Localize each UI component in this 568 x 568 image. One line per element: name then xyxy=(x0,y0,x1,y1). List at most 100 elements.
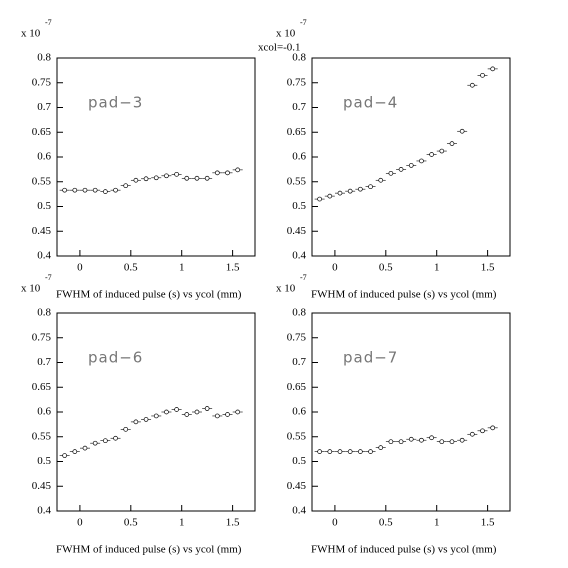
x-axis-title: FWHM of induced pulse (s) vs ycol (mm) xyxy=(311,544,497,556)
x-axis-title: FWHM of induced pulse (s) vs ycol (mm) xyxy=(56,544,242,556)
y-tick-label: 0.4 xyxy=(292,250,306,262)
point xyxy=(327,193,333,199)
y-tick-label: 0.4 xyxy=(37,505,51,517)
point xyxy=(143,417,149,422)
point xyxy=(225,170,230,176)
y-tick-label: 0.45 xyxy=(32,480,52,492)
axis-exponent: -7 xyxy=(45,18,52,27)
point xyxy=(388,170,394,176)
point xyxy=(194,175,200,181)
point xyxy=(480,428,485,434)
y-tick-label: 0.55 xyxy=(287,430,307,442)
point xyxy=(72,449,78,454)
point xyxy=(398,167,404,172)
y-tick-label: 0.5 xyxy=(292,455,306,467)
frame xyxy=(56,57,256,257)
y-tick-label: 0.55 xyxy=(32,430,52,442)
point xyxy=(429,152,434,157)
axis-multiplier: x 10 xyxy=(21,283,41,295)
axis-multiplier: x 10 xyxy=(276,28,296,40)
point xyxy=(184,412,190,417)
axis-multiplier: x 10 xyxy=(276,283,296,295)
y-tick-label: 0.6 xyxy=(37,151,51,163)
point xyxy=(174,407,179,412)
point xyxy=(327,449,333,454)
x-tick-label: 0 xyxy=(77,517,83,529)
y-tick-label: 0.65 xyxy=(287,381,307,393)
point xyxy=(235,167,241,173)
y-tick-label: 0.6 xyxy=(292,151,306,163)
point xyxy=(204,175,210,181)
point xyxy=(368,184,373,190)
point xyxy=(113,435,118,441)
point xyxy=(143,176,149,182)
x-axis-title: FWHM of induced pulse (s) vs ycol (mm) xyxy=(311,289,497,301)
point xyxy=(459,437,465,443)
y-tick-label: 0.8 xyxy=(37,52,51,64)
annotation: xcol=-0.1 xyxy=(258,42,301,54)
point xyxy=(123,426,129,432)
point xyxy=(358,186,363,192)
point xyxy=(347,449,353,454)
point xyxy=(439,148,445,154)
y-tick-label: 0.45 xyxy=(287,225,307,237)
point xyxy=(103,438,108,444)
y-tick-label: 0.7 xyxy=(292,356,306,368)
x-tick-label: 0.5 xyxy=(124,262,138,274)
point xyxy=(62,453,67,458)
pad-label: pad−6 xyxy=(88,349,143,367)
point xyxy=(368,449,373,454)
y-tick-label: 0.75 xyxy=(32,76,52,88)
y-tick-label: 0.6 xyxy=(37,406,51,418)
y-tick-label: 0.75 xyxy=(287,331,307,343)
point xyxy=(204,406,210,411)
y-tick-label: 0.55 xyxy=(32,175,52,187)
point xyxy=(184,175,190,181)
point xyxy=(317,196,322,202)
x-tick-label: 0 xyxy=(77,262,83,274)
axis-exponent: -7 xyxy=(300,273,307,282)
point xyxy=(214,413,220,419)
y-tick-label: 0.8 xyxy=(292,307,306,319)
x-axis-title: FWHM of induced pulse (s) vs ycol (mm) xyxy=(56,289,242,301)
point xyxy=(429,435,434,441)
y-tick-label: 0.5 xyxy=(37,200,51,212)
point xyxy=(133,419,139,425)
point xyxy=(378,445,384,450)
point xyxy=(317,449,322,454)
point xyxy=(337,449,343,454)
y-tick-label: 0.75 xyxy=(32,331,52,343)
y-tick-label: 0.45 xyxy=(32,225,52,237)
y-tick-label: 0.6 xyxy=(292,406,306,418)
point xyxy=(347,188,353,194)
point xyxy=(358,449,363,454)
point xyxy=(123,183,129,189)
point xyxy=(490,66,496,72)
y-tick-label: 0.55 xyxy=(287,175,307,187)
point xyxy=(174,171,179,177)
point xyxy=(398,439,404,445)
frame xyxy=(311,57,511,257)
point xyxy=(82,187,88,193)
pad-label: pad−4 xyxy=(343,94,398,112)
point xyxy=(113,187,118,193)
x-tick-label: 1.5 xyxy=(481,262,495,274)
axis-exponent: -7 xyxy=(300,18,307,27)
point xyxy=(449,439,455,445)
point xyxy=(337,190,343,196)
point xyxy=(469,82,475,88)
y-tick-label: 0.75 xyxy=(287,76,307,88)
y-tick-label: 0.4 xyxy=(292,505,306,517)
y-tick-label: 0.4 xyxy=(37,250,51,262)
x-tick-label: 1 xyxy=(179,517,185,529)
point xyxy=(82,445,88,451)
point xyxy=(449,141,455,146)
point xyxy=(490,425,496,431)
x-tick-label: 1.5 xyxy=(481,517,495,529)
axis-exponent: -7 xyxy=(45,273,52,282)
point xyxy=(459,128,465,134)
point xyxy=(480,72,485,78)
point xyxy=(225,412,230,417)
